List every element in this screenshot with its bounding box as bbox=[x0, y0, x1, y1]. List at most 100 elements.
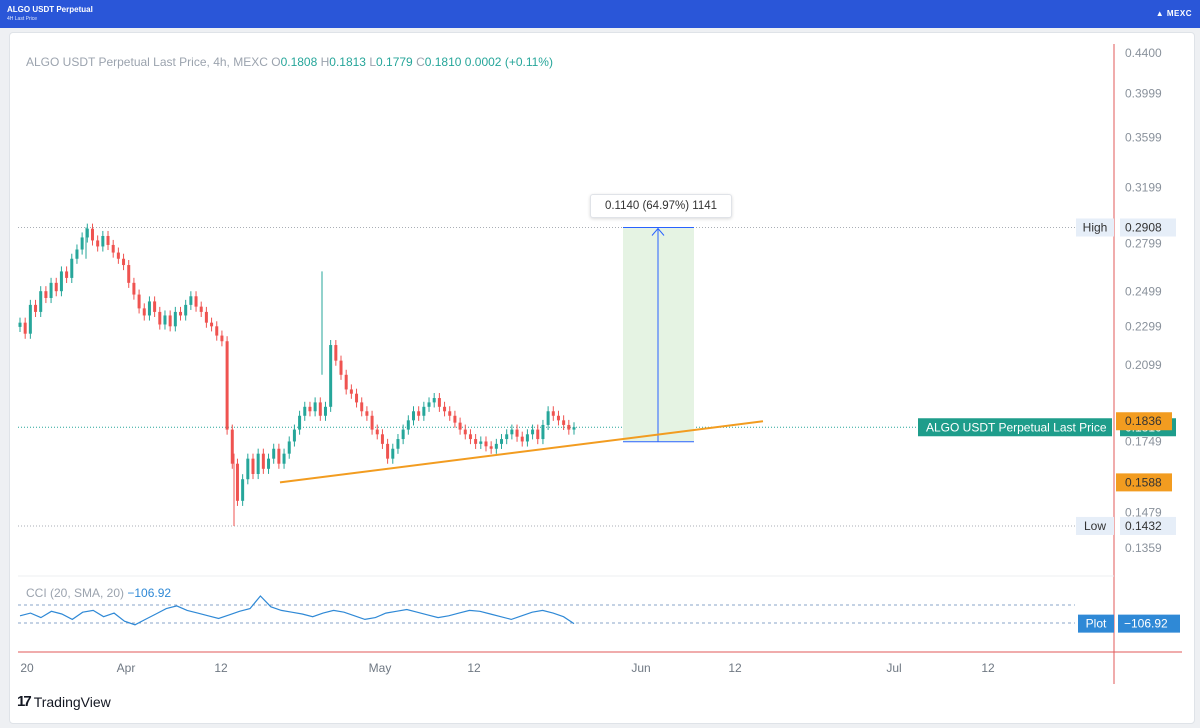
legend-open-key: O bbox=[271, 55, 281, 69]
window-titlebar: ALGO USDT Perpetual 4H Last Price ▲ MEXC bbox=[0, 0, 1200, 28]
time-tick-label: 20 bbox=[20, 661, 34, 675]
candle-body bbox=[220, 335, 224, 342]
candle-body bbox=[256, 453, 260, 474]
candle-body bbox=[158, 311, 162, 325]
candle-body bbox=[215, 326, 219, 336]
candle-body bbox=[153, 301, 157, 312]
candle-body bbox=[28, 304, 32, 334]
high-value: 0.2908 bbox=[1125, 220, 1162, 234]
candle-body bbox=[127, 265, 131, 283]
legend-open: 0.1808 bbox=[280, 55, 318, 69]
candle-body bbox=[303, 406, 307, 416]
legend-close: 0.1810 bbox=[424, 55, 462, 69]
candle-body bbox=[116, 252, 120, 259]
measure-arrow-head bbox=[651, 227, 665, 236]
price-tick-label: 0.2499 bbox=[1125, 284, 1162, 298]
candle-body bbox=[365, 411, 369, 416]
candle-body bbox=[163, 315, 167, 325]
candle-body bbox=[422, 406, 426, 416]
candle-body bbox=[401, 429, 405, 440]
candle-body bbox=[199, 306, 203, 312]
candle-body bbox=[355, 393, 359, 403]
legend-high-key: H bbox=[320, 55, 330, 69]
candle-body bbox=[479, 441, 483, 444]
candle-body bbox=[448, 411, 452, 416]
cci-plot-value-bg bbox=[1118, 614, 1180, 633]
low-label: Low bbox=[1084, 519, 1106, 533]
candle-body bbox=[437, 398, 441, 407]
high-label: High bbox=[1083, 220, 1108, 234]
cci-legend: CCI (20, SMA, 20) −106.92 bbox=[26, 586, 171, 600]
trendline-price-value: 0.1836 bbox=[1125, 414, 1162, 428]
candle-body bbox=[308, 406, 312, 412]
candle-body bbox=[515, 429, 519, 437]
trendline-price-value: 0.1588 bbox=[1125, 475, 1162, 489]
time-tick-label: Jul bbox=[886, 661, 901, 675]
candle-body bbox=[339, 360, 343, 375]
candle-body bbox=[318, 402, 322, 416]
candle-body bbox=[349, 389, 353, 394]
candle-body bbox=[556, 415, 560, 421]
price-tick-label: 0.3199 bbox=[1125, 180, 1162, 194]
candle-body bbox=[179, 311, 183, 316]
legend-low-key: L bbox=[369, 55, 377, 69]
candle-body bbox=[396, 439, 400, 449]
candle-body bbox=[210, 322, 214, 327]
candle-body bbox=[142, 308, 146, 316]
candle-body bbox=[334, 345, 338, 361]
tradingview-logo[interactable]: 17 TradingView bbox=[17, 693, 111, 710]
candle-body bbox=[468, 434, 472, 440]
chart-legend: ALGO USDT Perpetual Last Price, 4h, MEXC… bbox=[26, 55, 553, 69]
candle-body bbox=[417, 411, 421, 416]
candle-body bbox=[536, 429, 540, 440]
candle-body bbox=[453, 415, 457, 423]
low-label-bg bbox=[1076, 516, 1114, 535]
candle-body bbox=[235, 463, 239, 501]
candle-body bbox=[75, 249, 79, 259]
legend-close-key: C bbox=[416, 55, 425, 69]
chart-panel bbox=[9, 32, 1195, 724]
candle-body bbox=[147, 301, 151, 316]
time-tick-label: 12 bbox=[728, 661, 742, 675]
candle-body bbox=[54, 282, 58, 292]
price-tick-label: 0.2299 bbox=[1125, 319, 1162, 333]
high-label-bg bbox=[1076, 218, 1114, 237]
legend-change: 0.0002 (+0.11%) bbox=[464, 55, 553, 69]
candle-body bbox=[23, 322, 27, 334]
candle-body bbox=[484, 441, 488, 447]
tradingview-name: TradingView bbox=[33, 693, 111, 710]
candle-body bbox=[489, 446, 493, 449]
trendline-price-marker bbox=[1116, 473, 1172, 492]
candle-body bbox=[572, 427, 576, 430]
candle-body bbox=[531, 429, 535, 435]
low-value-bg bbox=[1120, 516, 1176, 535]
cci-plot-label: Plot bbox=[1086, 617, 1107, 631]
candle-body bbox=[505, 434, 509, 440]
candle-body bbox=[567, 424, 571, 430]
candle-body bbox=[204, 311, 208, 323]
measure-tooltip: 0.1140 (64.97%) 1141 bbox=[590, 194, 732, 218]
candle-body bbox=[111, 244, 115, 253]
cci-label: CCI (20, SMA, 20) bbox=[26, 586, 125, 600]
candle-body bbox=[510, 429, 514, 435]
price-tick-label: 0.2799 bbox=[1125, 237, 1162, 251]
candle-body bbox=[323, 406, 327, 416]
time-tick-label: Apr bbox=[117, 661, 136, 675]
candle-body bbox=[287, 441, 291, 454]
candle-body bbox=[96, 240, 100, 247]
price-tick-label: 0.1749 bbox=[1125, 435, 1162, 449]
candle-body bbox=[463, 429, 467, 435]
candle-body bbox=[298, 415, 302, 430]
legend-low: 0.1779 bbox=[376, 55, 413, 69]
legend-symbol: ALGO USDT Perpetual Last Price, 4h, MEXC bbox=[26, 55, 268, 69]
candle-body bbox=[344, 374, 348, 390]
candle-body bbox=[70, 258, 74, 278]
candle-body bbox=[427, 402, 431, 407]
price-tick-label: 0.2099 bbox=[1125, 358, 1162, 372]
candle-body bbox=[189, 296, 193, 305]
window-subtitle: 4H Last Price bbox=[7, 16, 38, 22]
price-tick-label: 0.3999 bbox=[1125, 86, 1162, 100]
price-tick-label: 0.4400 bbox=[1125, 46, 1162, 60]
time-tick-label: 12 bbox=[467, 661, 481, 675]
